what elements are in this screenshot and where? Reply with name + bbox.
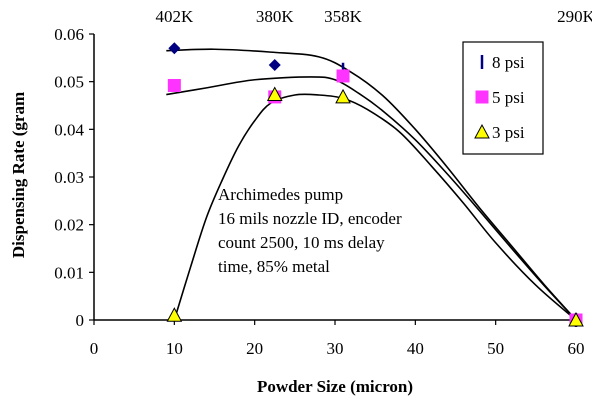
trend-line: [166, 76, 577, 321]
trend-line: [166, 48, 577, 321]
y-tick-label: 0.01: [54, 263, 84, 282]
annotation-block: Archimedes pump 16 mils nozzle ID, encode…: [218, 185, 402, 276]
annotation-line: count 2500, 10 ms delay: [218, 233, 385, 252]
x-tick-label: 50: [487, 339, 504, 358]
y-tick-label: 0.06: [54, 25, 84, 44]
trend-lines: [166, 48, 577, 321]
data-point: [168, 42, 181, 55]
data-points: [166, 42, 584, 327]
x-tick-label: 60: [568, 339, 585, 358]
data-point: [166, 307, 183, 322]
legend: 8 psi 5 psi 3 psi: [462, 41, 544, 155]
top-axis-label: 290K: [557, 7, 592, 26]
y-tick-label: 0.04: [54, 120, 84, 139]
legend-marker: [475, 90, 489, 104]
top-axis-label: 402K: [155, 7, 194, 26]
legend-label: 5 psi: [492, 88, 525, 107]
y-tick-label: 0.03: [54, 168, 84, 187]
data-point: [167, 78, 181, 92]
data-point: [336, 69, 350, 83]
y-tick-label: 0.05: [54, 73, 84, 92]
annotation-line: time, 85% metal: [218, 257, 330, 276]
top-axis-label: 380K: [256, 7, 295, 26]
x-tick-label: 40: [407, 339, 424, 358]
y-tick-label: 0: [76, 311, 85, 330]
x-tick-label: 30: [327, 339, 344, 358]
y-axis-title: Dispensing Rate (gram: [9, 92, 28, 258]
x-tick-label: 10: [166, 339, 183, 358]
y-tick-label: 0.02: [54, 216, 84, 235]
axes: 0 0.01 0.02 0.03 0.04 0.05 0.06 0 10 20 30 40 50 60 40…: [54, 7, 592, 358]
data-point: [266, 86, 283, 102]
x-tick-label: 20: [246, 339, 263, 358]
legend-marker: [474, 123, 490, 139]
annotation-line: 16 mils nozzle ID, encoder: [218, 209, 402, 228]
x-axis-title: Powder Size (micron): [257, 377, 413, 396]
legend-label: 3 psi: [492, 123, 525, 142]
annotation-line: Archimedes pump: [218, 185, 343, 204]
data-point: [268, 58, 281, 71]
data-point: [335, 88, 351, 104]
trend-line: [173, 93, 577, 321]
legend-label: 8 psi: [492, 53, 525, 72]
x-tick-label: 0: [90, 339, 99, 358]
data-point: [568, 311, 584, 327]
top-axis-label: 358K: [324, 7, 363, 26]
